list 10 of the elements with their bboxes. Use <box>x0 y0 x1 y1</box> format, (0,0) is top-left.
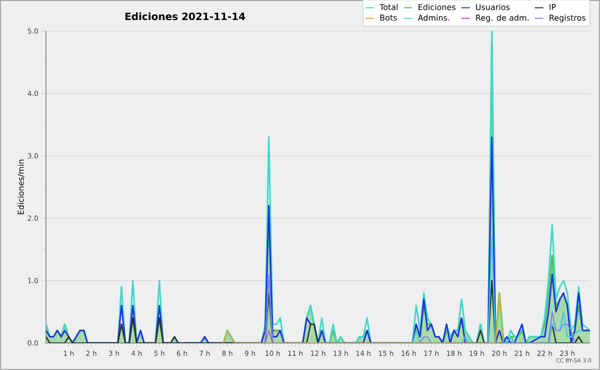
legend-label: Usuarios <box>476 4 510 10</box>
legend-label: Total <box>380 4 398 10</box>
legend-label: Reg. de adm. <box>476 14 528 22</box>
chart-title: Ediciones 2021-11-14 <box>125 12 246 20</box>
legend-label: Registros <box>550 14 586 22</box>
legend-label: Ediciones <box>418 4 456 10</box>
legend-label: Admins. <box>418 14 450 21</box>
legend-label: Bots <box>380 14 397 21</box>
y-axis-title: Ediciones/min <box>18 160 24 214</box>
legend-label: IP <box>550 4 556 10</box>
